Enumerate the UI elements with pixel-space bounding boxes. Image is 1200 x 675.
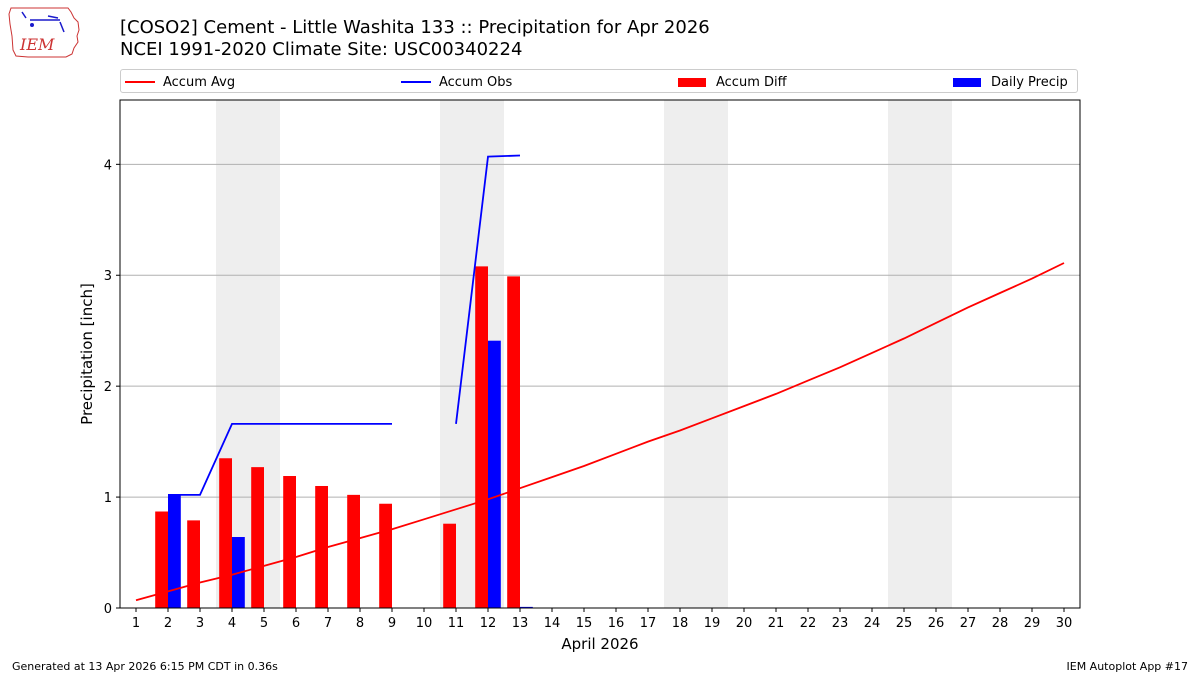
x-tick-label-13: 13 [512,616,529,631]
x-tick-label-26: 26 [928,616,945,631]
legend-label-accum-diff: Accum Diff [716,74,787,90]
x-tick-label-2: 2 [164,616,172,631]
legend-entry-daily-precip: Daily Precip [953,70,1068,94]
bar-accum-diff-5 [251,467,264,608]
x-tick-label-10: 10 [416,616,433,631]
weather-glyphs [21,11,65,33]
x-tick-label-29: 29 [1024,616,1041,631]
x-tick-label-14: 14 [544,616,561,631]
y-gridlines [120,163,1080,498]
legend-entry-accum-obs: Accum Obs [401,70,512,94]
y-tick-label-1: 1 [104,491,112,506]
bar-daily-precip-2 [168,494,181,608]
x-tick-label-19: 19 [704,616,721,631]
legend-label-daily-precip: Daily Precip [991,74,1068,90]
iowa-state-outline [8,7,80,58]
legend-swatch-daily-precip [953,77,981,87]
bar-daily-precip-13 [520,606,533,608]
legend-label-accum-obs: Accum Obs [439,74,513,90]
y-tick-label-2: 2 [104,380,112,395]
x-tick-label-20: 20 [736,616,753,631]
x-tick-label-6: 6 [292,616,300,631]
legend-entry-accum-avg: Accum Avg [125,70,235,94]
y-axis-label: Precipitation [inch] [78,283,96,425]
bar-accum-diff-2 [155,511,168,608]
axes: 1 2 3 4 5 6 7 8 9 10 11 12 13 14 15 16 17 18 19 20 21 22 23 24 2… [104,158,1073,631]
x-tick-label-15: 15 [576,616,593,631]
bar-accum-diff-11 [443,523,456,608]
x-tick-label-7: 7 [324,616,332,631]
station-dot-icon [30,23,34,27]
footer-generated-text: Generated at 13 Apr 2026 6:15 PM CDT in … [12,660,278,673]
bars [155,266,533,608]
y-tick-label-3: 3 [104,269,112,284]
x-tick-label-3: 3 [196,616,204,631]
y-tick-label-0: 0 [104,602,112,617]
chart-subtitle: NCEI 1991-2020 Climate Site: USC00340224 [120,39,523,60]
x-tick-label-21: 21 [768,616,785,631]
chart-title: [COSO2] Cement - Little Washita 133 :: P… [120,17,710,38]
y-tick-label-4: 4 [104,158,112,173]
x-tick-label-22: 22 [800,616,817,631]
x-tick-label-18: 18 [672,616,689,631]
bar-daily-precip-12 [488,340,501,608]
legend-swatch-accum-avg [125,81,155,83]
x-tick-label-4: 4 [228,616,236,631]
x-tick-label-11: 11 [448,616,465,631]
iem-logo: IEM [8,7,80,58]
x-tick-label-8: 8 [356,616,364,631]
weekend-shade-2 [664,100,728,608]
legend-label-accum-avg: Accum Avg [163,74,236,90]
x-tick-label-1: 1 [132,616,140,631]
bar-accum-diff-6 [283,476,296,608]
bar-accum-diff-4 [219,458,232,608]
line-accum-obs-segment-1 [455,154,521,425]
bar-accum-diff-13 [507,276,520,608]
footer-app-text: IEM Autoplot App #17 [1066,660,1189,673]
line-accum-avg-segment-0 [135,262,1065,602]
x-tick-label-27: 27 [960,616,977,631]
legend-swatch-accum-diff [678,77,706,87]
legend-entry-accum-diff: Accum Diff [678,70,787,94]
line-accum-obs-segment-0 [168,422,392,496]
x-tick-label-25: 25 [896,616,913,631]
weekend-shading [216,100,952,608]
bar-accum-diff-12 [475,266,488,608]
x-tick-label-12: 12 [480,616,497,631]
x-tick-label-16: 16 [608,616,625,631]
bar-accum-diff-3 [187,520,200,608]
x-tick-label-23: 23 [832,616,849,631]
x-tick-label-30: 30 [1056,616,1073,631]
x-tick-label-24: 24 [864,616,881,631]
legend-swatch-accum-obs [401,81,431,83]
x-tick-label-9: 9 [388,616,396,631]
bar-accum-diff-8 [347,494,360,608]
x-tick-label-5: 5 [260,616,268,631]
x-axis-label: April 2026 [561,635,638,653]
lines [135,154,1065,602]
bar-accum-diff-7 [315,485,328,608]
plot-frame [119,99,1081,609]
logo-text: IEM [19,35,55,54]
weekend-shade-3 [888,100,952,608]
x-tick-label-17: 17 [640,616,657,631]
x-tick-label-28: 28 [992,616,1009,631]
bar-accum-diff-9 [379,503,392,608]
legend: Accum Avg Accum Obs Accum Diff Daily Pre… [120,69,1078,93]
